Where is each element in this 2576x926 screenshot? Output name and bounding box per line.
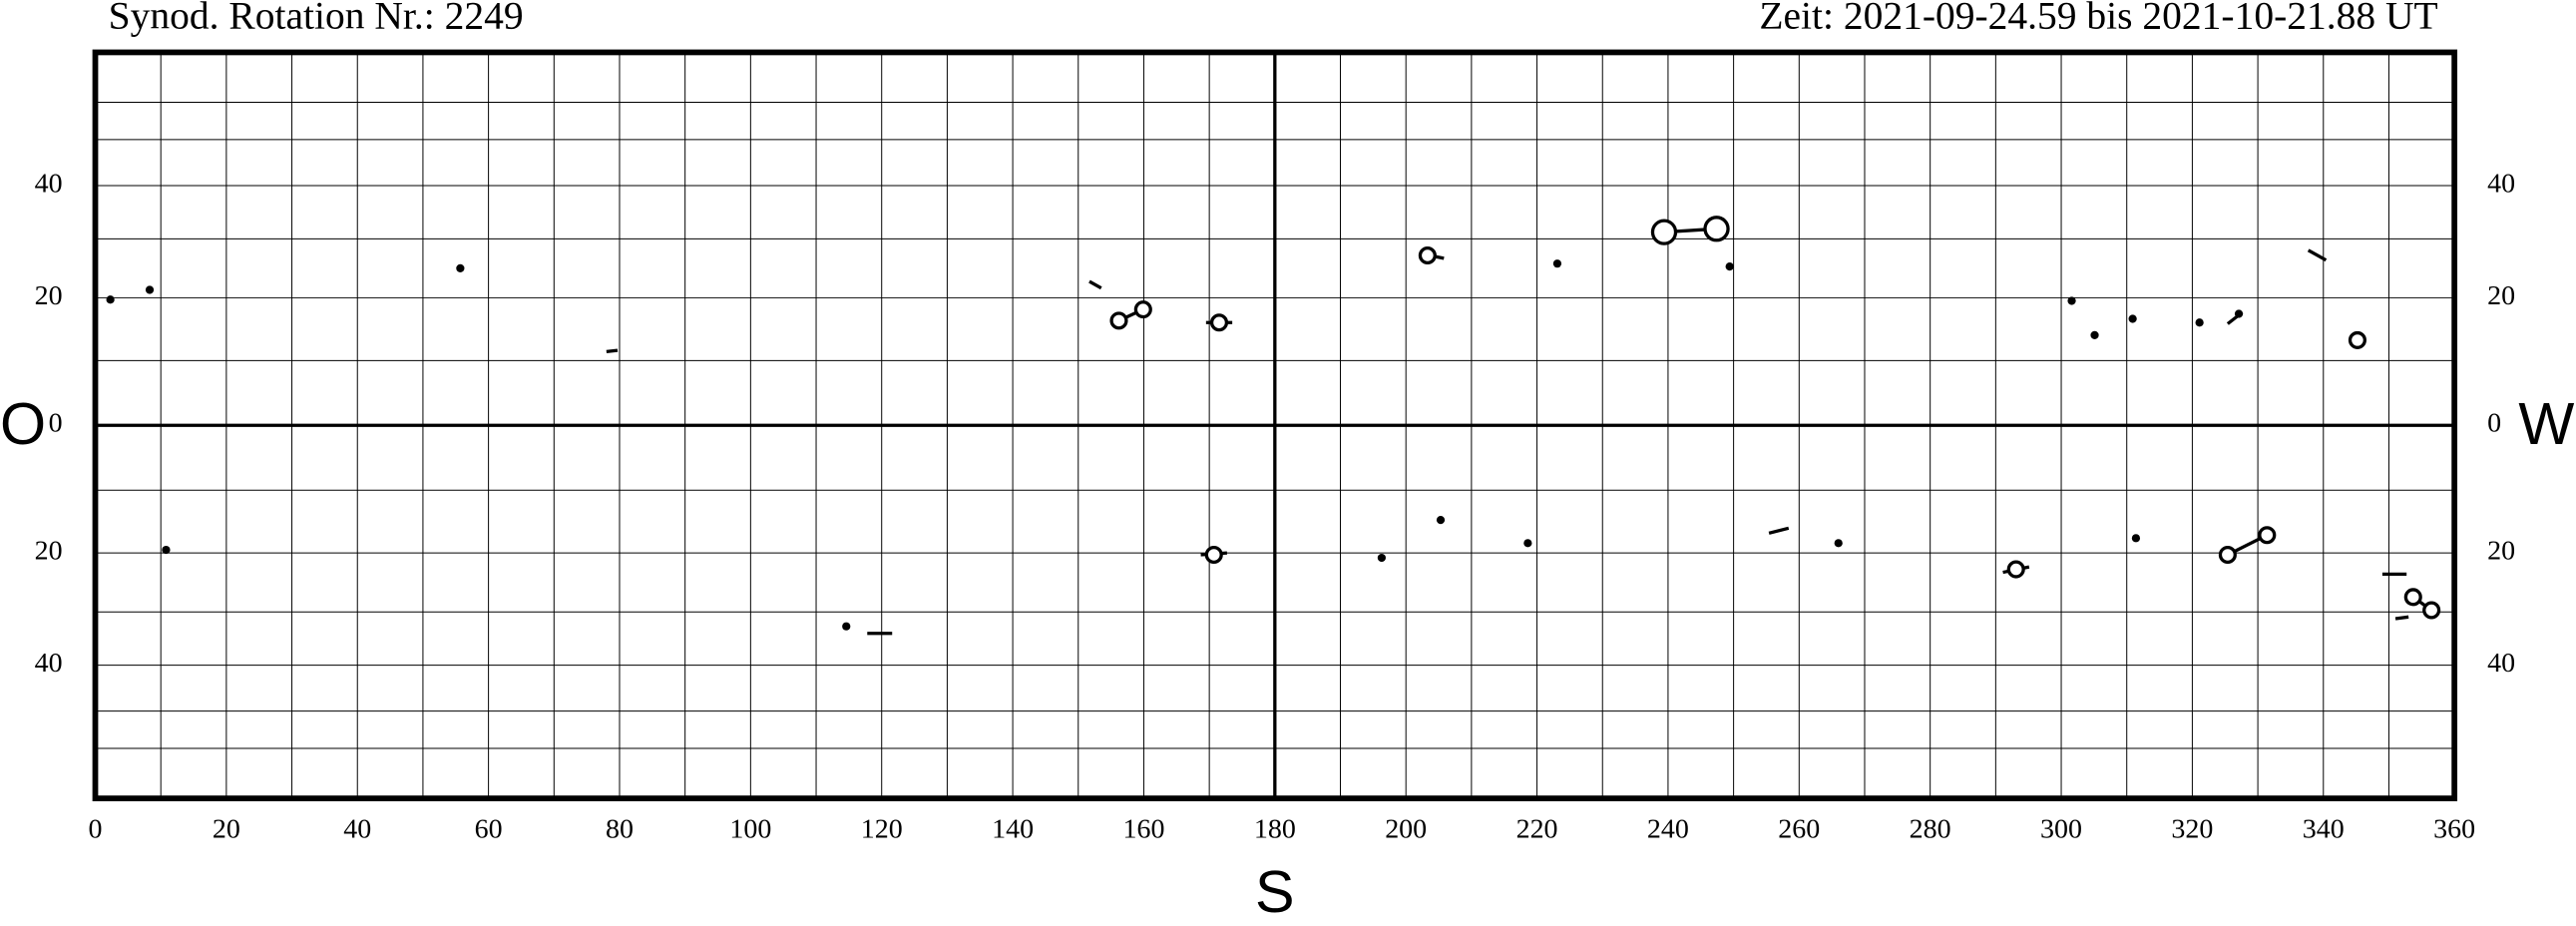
segment bbox=[2307, 248, 2328, 262]
x-tick-label: 220 bbox=[1516, 813, 1558, 844]
y-tick-label: 40 bbox=[35, 168, 63, 199]
spot bbox=[2195, 318, 2204, 327]
segment bbox=[606, 348, 619, 354]
spot bbox=[1834, 539, 1843, 548]
spot bbox=[1204, 545, 1223, 565]
x-tick-label: 0 bbox=[89, 813, 103, 844]
segment bbox=[1768, 526, 1790, 535]
spot bbox=[1552, 259, 1562, 268]
y-tick-label: 0 bbox=[49, 408, 63, 439]
x-tick-label: 340 bbox=[2303, 813, 2345, 844]
spot bbox=[162, 545, 171, 555]
segment bbox=[1088, 279, 1102, 290]
spot bbox=[1133, 300, 1152, 319]
spot bbox=[1209, 313, 1229, 332]
west-label: W bbox=[2518, 390, 2574, 457]
spot bbox=[1418, 245, 1437, 265]
spot bbox=[456, 263, 465, 272]
spot bbox=[1436, 516, 1446, 525]
y-tick-label-right: 40 bbox=[2487, 648, 2515, 679]
plot-frame bbox=[92, 49, 2458, 801]
x-tick-label: 140 bbox=[992, 813, 1034, 844]
east-label: O bbox=[0, 390, 46, 457]
x-tick-label: 40 bbox=[343, 813, 371, 844]
y-tick-label-right: 20 bbox=[2487, 536, 2515, 567]
spot bbox=[2422, 601, 2441, 620]
spot bbox=[2090, 330, 2099, 339]
spot bbox=[2218, 545, 2237, 565]
spot bbox=[842, 622, 851, 631]
spot bbox=[2234, 309, 2244, 318]
spot bbox=[145, 285, 155, 294]
spot bbox=[2348, 330, 2366, 349]
y-tick-label: 20 bbox=[35, 536, 63, 567]
x-tick-label: 160 bbox=[1122, 813, 1164, 844]
spot bbox=[2006, 560, 2025, 579]
spot bbox=[2258, 526, 2277, 545]
spot bbox=[1703, 216, 1730, 242]
x-tick-label: 120 bbox=[861, 813, 903, 844]
spot bbox=[1377, 553, 1387, 563]
title-left: Synod. Rotation Nr.: 2249 bbox=[109, 0, 524, 38]
spot bbox=[1523, 539, 1532, 548]
title-right: Zeit: 2021-09-24.59 bis 2021-10-21.88 UT bbox=[1759, 0, 2437, 38]
spot bbox=[106, 295, 115, 304]
y-tick-label-right: 0 bbox=[2487, 408, 2501, 439]
y-tick-label-right: 40 bbox=[2487, 168, 2515, 199]
spot bbox=[2131, 534, 2141, 543]
south-label: S bbox=[1255, 858, 1295, 925]
x-tick-label: 240 bbox=[1647, 813, 1689, 844]
y-tick-label-right: 20 bbox=[2487, 280, 2515, 311]
x-tick-label: 60 bbox=[475, 813, 503, 844]
x-tick-label: 360 bbox=[2433, 813, 2475, 844]
spot bbox=[2403, 588, 2422, 607]
x-tick-label: 300 bbox=[2040, 813, 2082, 844]
x-tick-label: 80 bbox=[606, 813, 634, 844]
x-tick-label: 20 bbox=[213, 813, 240, 844]
y-tick-label: 40 bbox=[35, 648, 63, 679]
spot bbox=[2067, 296, 2076, 305]
spot bbox=[2128, 314, 2137, 323]
x-tick-label: 280 bbox=[1910, 813, 1951, 844]
segment bbox=[2394, 615, 2409, 621]
x-tick-label: 200 bbox=[1385, 813, 1427, 844]
y-tick-label: 20 bbox=[35, 280, 63, 311]
spot bbox=[1650, 219, 1678, 245]
x-tick-label: 320 bbox=[2171, 813, 2213, 844]
x-tick-label: 100 bbox=[729, 813, 771, 844]
x-tick-label: 260 bbox=[1778, 813, 1820, 844]
spot bbox=[1109, 311, 1128, 330]
x-tick-label: 180 bbox=[1254, 813, 1296, 844]
spot bbox=[1725, 262, 1734, 271]
